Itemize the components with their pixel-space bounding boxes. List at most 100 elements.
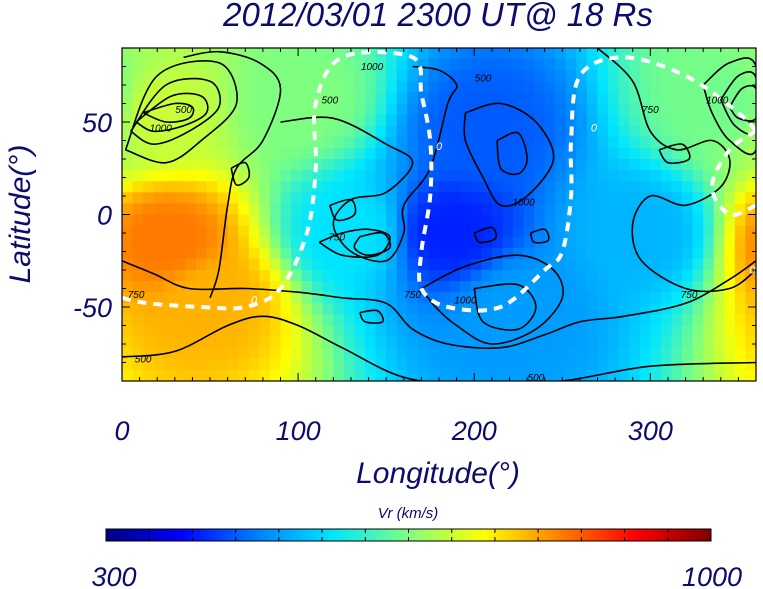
heatmap-cell [481, 292, 493, 304]
heatmap-cell [544, 314, 556, 327]
heatmap-cell [576, 159, 588, 171]
heatmap-cell [143, 103, 155, 116]
heatmap-cell [417, 270, 430, 282]
heatmap-cell [312, 170, 324, 182]
heatmap-cell [608, 214, 620, 227]
heatmap-cell [481, 136, 493, 149]
heatmap-cell [143, 336, 155, 349]
heatmap-cell [322, 236, 334, 249]
heatmap-cell [365, 59, 377, 71]
heatmap-cell [576, 125, 588, 138]
heatmap-cell [470, 258, 482, 271]
heatmap-cell [164, 303, 176, 315]
heatmap-cell [343, 325, 356, 338]
heatmap-cell [460, 314, 472, 327]
heatmap-cell [365, 281, 377, 293]
heatmap-cell [449, 114, 461, 127]
heatmap-cell [291, 125, 303, 138]
heatmap-cell [354, 114, 366, 127]
heatmap-cell [491, 92, 503, 105]
heatmap-cell [122, 125, 134, 138]
heatmap-cell [481, 192, 493, 204]
heatmap-cell [217, 48, 229, 60]
neutral-line-label: 0 [591, 122, 598, 134]
heatmap-cell [122, 70, 134, 82]
heatmap-cell [523, 192, 535, 204]
heatmap-cell [407, 369, 419, 381]
heatmap-cell [259, 225, 271, 238]
heatmap-cell [333, 369, 345, 381]
heatmap-cell [248, 159, 260, 171]
heatmap-cell [365, 258, 377, 271]
heatmap-cell [618, 59, 630, 71]
heatmap-cell [301, 214, 313, 227]
heatmap-cell [734, 81, 747, 93]
heatmap-cell [449, 103, 461, 116]
heatmap-cell [153, 70, 165, 82]
heatmap-cell [122, 236, 134, 249]
heatmap-cell [671, 159, 683, 171]
heatmap-cell [417, 147, 430, 160]
heatmap-cell [639, 303, 651, 315]
heatmap-cell [227, 203, 239, 216]
heatmap-cell [217, 325, 229, 338]
heatmap-cell [407, 336, 419, 349]
heatmap-cell [122, 81, 134, 93]
heatmap-cell [143, 192, 155, 204]
contour-line [720, 70, 756, 136]
heatmap-cell [322, 70, 334, 82]
heatmap-cell [576, 48, 588, 60]
heatmap-cell [195, 325, 208, 338]
heatmap-cell [745, 159, 756, 171]
heatmap-cell [407, 136, 419, 149]
heatmap-cell [122, 48, 134, 60]
heatmap-cell [217, 170, 229, 182]
heatmap-cell [608, 203, 620, 216]
heatmap-cell [692, 336, 704, 349]
heatmap-cell [322, 136, 334, 149]
heatmap-cell [713, 114, 725, 127]
heatmap-cell [481, 314, 493, 327]
heatmap-cell [470, 147, 482, 160]
heatmap-cell [502, 159, 514, 171]
heatmap-cell [206, 369, 218, 381]
heatmap-cell [185, 81, 197, 93]
heatmap-cell [608, 103, 620, 116]
heatmap-cell [396, 136, 408, 149]
heatmap-cell [269, 136, 282, 149]
heatmap-cell [259, 258, 271, 271]
heatmap-cell [703, 347, 715, 360]
heatmap-cell [703, 92, 715, 105]
heatmap-cell [259, 81, 271, 93]
heatmap-cell [660, 125, 673, 138]
heatmap-cell [555, 369, 567, 381]
heatmap-cell [312, 214, 324, 227]
heatmap-cell [164, 136, 176, 149]
heatmap-cell [565, 92, 577, 105]
heatmap-cell [576, 369, 588, 381]
heatmap-cell [217, 281, 229, 293]
heatmap-cell [512, 159, 525, 171]
heatmap-cell [682, 181, 694, 193]
heatmap-cell [174, 181, 186, 193]
heatmap-cell [195, 281, 208, 293]
heatmap-cell [122, 369, 134, 381]
heatmap-cell [724, 81, 736, 93]
heatmap-cell [639, 292, 651, 304]
heatmap-cell [481, 147, 493, 160]
heatmap-cell [692, 369, 704, 381]
contour-line [353, 231, 392, 257]
heatmap-cell [439, 214, 451, 227]
heatmap-cell [734, 314, 747, 327]
heatmap-cell [565, 48, 577, 60]
heatmap-cell [238, 369, 250, 381]
heatmap-cell [174, 292, 186, 304]
heatmap-cell [586, 92, 599, 105]
heatmap-cell [597, 358, 609, 371]
heatmap-cell [143, 159, 155, 171]
heatmap-cell [724, 203, 736, 216]
heatmap-cell [512, 136, 525, 149]
heatmap-cell [217, 103, 229, 116]
heatmap-cell [164, 48, 176, 60]
heatmap-cell [280, 92, 292, 105]
